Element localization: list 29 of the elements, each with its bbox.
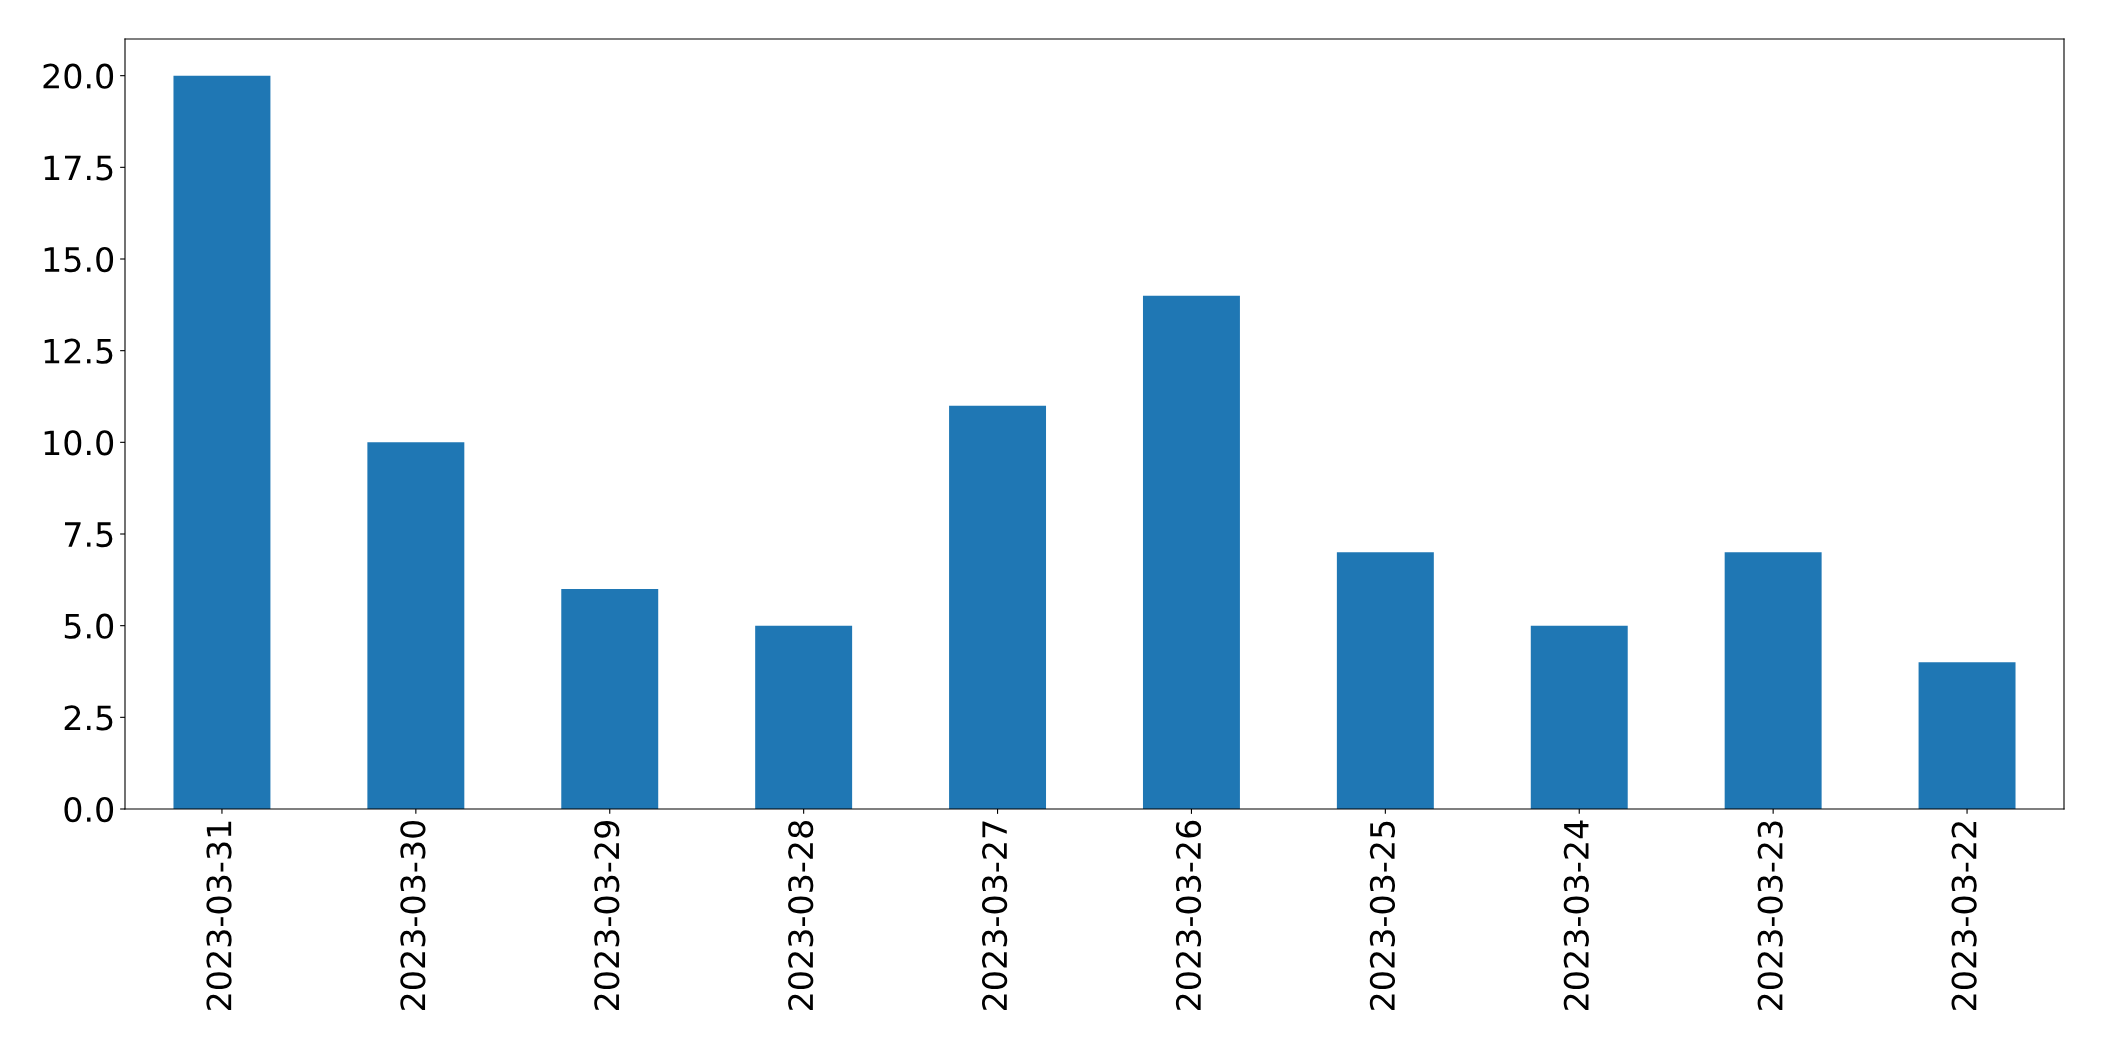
x-tick-label: 2023-03-22 [1951,822,1977,1010]
y-tick-label: 15.0 [44,246,114,273]
y-tick-label: 2.5 [64,705,113,731]
y-tick-label: 7.5 [65,522,113,548]
bar [367,442,465,809]
x-tick-label: 2023-03-26 [1175,820,1202,1010]
y-tick-label: 10.0 [44,430,114,456]
bar [949,405,1047,809]
x-tick-label: 2023-03-25 [1369,821,1396,1010]
x-tick-label: 2023-03-28 [788,821,814,1010]
bar [1336,552,1434,809]
x-tick-label: 2023-03-27 [982,821,1008,1010]
bar [1724,552,1822,809]
x-tick-label: 2023-03-24 [1563,820,1589,1010]
bar [173,75,271,809]
bar [1530,625,1628,809]
bar [1142,295,1240,809]
bar [1918,662,2016,809]
y-tick-label: 5.0 [64,613,114,639]
y-tick-label: 20.0 [43,63,114,89]
y-tick-label: 0.0 [64,796,114,823]
x-tick-label: 2023-03-29 [594,821,620,1010]
y-tick-label: 17.5 [44,155,113,181]
y-tick-label: 12.5 [44,338,113,364]
x-tick-label: 2023-03-30 [400,820,426,1010]
x-tick-label: 2023-03-31 [206,821,232,1010]
bar [755,625,853,809]
bar [561,589,659,809]
x-tick-label: 2023-03-23 [1757,821,1783,1010]
